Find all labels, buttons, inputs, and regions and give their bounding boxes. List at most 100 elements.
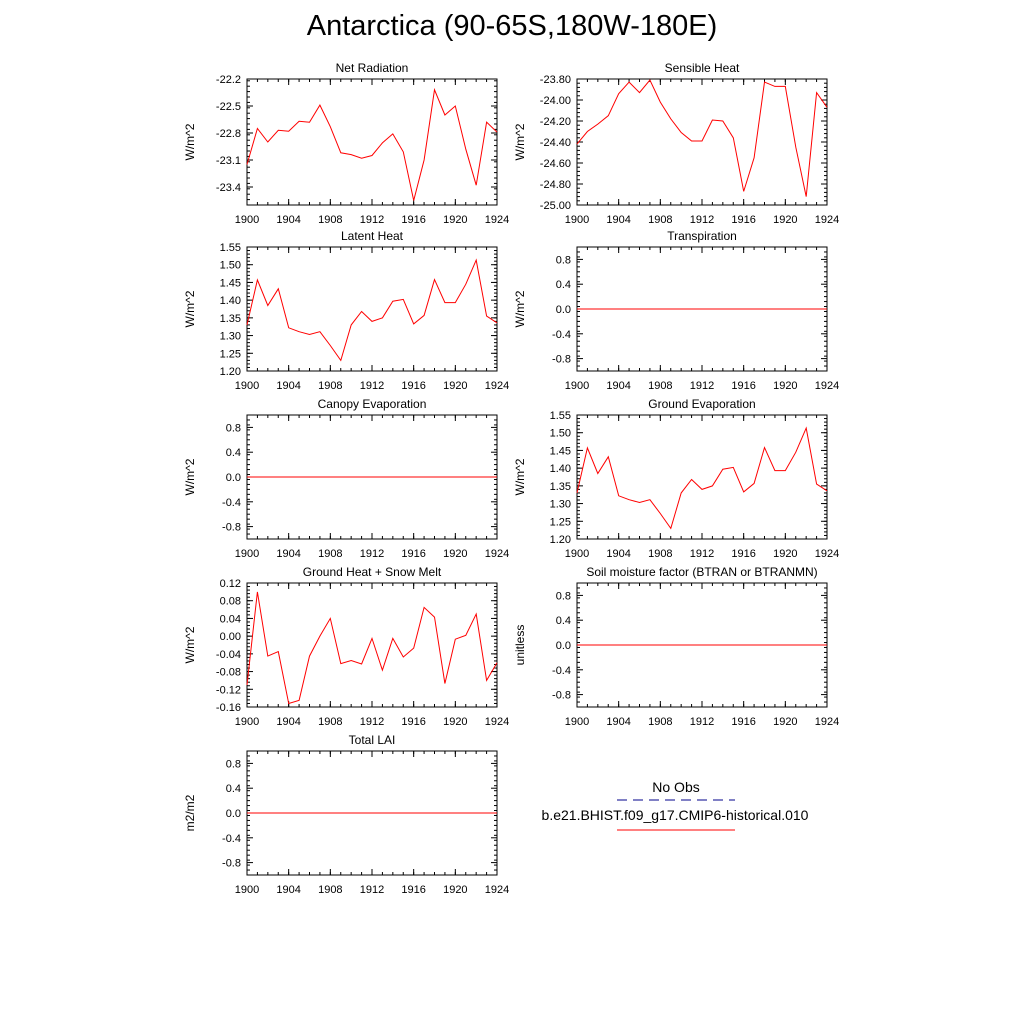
y-tick-label: 1.30 (220, 331, 241, 343)
x-tick-label: 1908 (318, 716, 342, 728)
y-tick-label: 1.40 (220, 295, 241, 307)
y-tick-label: -0.4 (552, 329, 571, 341)
legend-no-obs-label: No Obs (652, 779, 700, 795)
chart-panel: 1900 1904 1908 1912 1916 1920 1924 0.12 0.08 0.04… (183, 565, 509, 728)
y-tick-label: 0.00 (220, 631, 241, 643)
y-tick-label: 1.55 (220, 242, 241, 254)
y-tick-label: 0.12 (220, 578, 241, 590)
chart-title: Transpiration (667, 229, 737, 243)
chart-title: Latent Heat (341, 229, 404, 243)
x-tick-label: 1912 (690, 548, 714, 560)
x-tick-label: 1904 (276, 214, 300, 226)
chart-title: Soil moisture factor (BTRAN or BTRANMN) (586, 565, 817, 579)
y-tick-label: 1.20 (550, 534, 571, 546)
y-axis-label: W/m^2 (513, 458, 527, 495)
x-tick-label: 1904 (276, 548, 300, 560)
y-tick-label: 1.45 (220, 277, 241, 289)
y-tick-label: 1.35 (550, 481, 571, 493)
x-tick-label: 1924 (485, 548, 509, 560)
y-tick-label: -24.60 (540, 158, 571, 170)
y-tick-label: -23.1 (216, 155, 241, 167)
x-tick-label: 1908 (318, 548, 342, 560)
y-tick-label: -0.04 (216, 649, 241, 661)
y-tick-label: -0.12 (216, 684, 241, 696)
y-tick-label: 1.45 (550, 445, 571, 457)
y-tick-label: -0.4 (222, 497, 241, 509)
x-tick-label: 1904 (606, 716, 630, 728)
y-tick-label: 1.50 (220, 260, 241, 272)
chart-title: Net Radiation (336, 61, 409, 75)
chart-title: Ground Heat + Snow Melt (303, 565, 442, 579)
x-tick-label: 1924 (815, 380, 839, 392)
x-tick-label: 1920 (773, 716, 797, 728)
x-tick-label: 1912 (690, 214, 714, 226)
y-tick-label: 1.25 (220, 348, 241, 360)
x-tick-label: 1912 (360, 214, 384, 226)
x-tick-label: 1900 (565, 380, 589, 392)
x-tick-label: 1916 (731, 716, 755, 728)
chart-panel: 1900 1904 1908 1912 1916 1920 1924 -23.80 -24.00… (513, 61, 839, 226)
x-tick-label: 1912 (360, 884, 384, 896)
y-tick-label: -0.8 (552, 690, 571, 702)
y-tick-label: -22.2 (216, 74, 241, 86)
y-tick-label: 0.0 (226, 472, 241, 484)
x-tick-label: 1908 (318, 214, 342, 226)
y-tick-label: 1.30 (550, 499, 571, 511)
y-tick-label: -0.16 (216, 702, 241, 714)
chart-panel: 1900 1904 1908 1912 1916 1920 1924 0.8 0.4 0.0 -0.… (513, 229, 839, 392)
y-tick-label: 0.0 (556, 640, 571, 652)
chart-panel: 1900 1904 1908 1912 1916 1920 1924 1.55 1.50 1.45… (183, 229, 509, 392)
x-tick-label: 1916 (731, 380, 755, 392)
x-tick-label: 1904 (606, 548, 630, 560)
x-tick-label: 1912 (690, 380, 714, 392)
series-line (576, 426, 828, 530)
y-tick-label: -22.5 (216, 101, 241, 113)
y-tick-label: -0.4 (222, 833, 241, 845)
plot-frame (246, 78, 498, 206)
chart-panel: 1900 1904 1908 1912 1916 1920 1924 -22.2 -22.5 -2… (183, 61, 509, 226)
x-tick-label: 1924 (485, 716, 509, 728)
x-tick-label: 1924 (485, 214, 509, 226)
x-tick-label: 1908 (318, 380, 342, 392)
y-tick-label: -0.8 (222, 858, 241, 870)
x-tick-label: 1908 (648, 214, 672, 226)
y-tick-label: -22.8 (216, 128, 241, 140)
y-tick-label: 0.04 (220, 613, 241, 625)
x-tick-label: 1924 (485, 380, 509, 392)
y-tick-label: -24.40 (540, 137, 571, 149)
x-tick-label: 1900 (565, 548, 589, 560)
x-tick-label: 1920 (443, 884, 467, 896)
series-line (246, 87, 498, 201)
y-tick-label: -24.80 (540, 179, 571, 191)
x-tick-label: 1912 (360, 380, 384, 392)
y-tick-label: 0.4 (556, 279, 571, 291)
x-tick-label: 1924 (815, 214, 839, 226)
x-tick-label: 1920 (443, 716, 467, 728)
chart-panel: 1900 1904 1908 1912 1916 1920 1924 0.8 0.4 0.0 -0.… (513, 565, 839, 728)
y-tick-label: -0.4 (552, 665, 571, 677)
x-tick-label: 1900 (235, 380, 259, 392)
y-tick-label: -23.4 (216, 182, 241, 194)
y-tick-label: 1.40 (550, 463, 571, 475)
x-tick-label: 1900 (235, 548, 259, 560)
series-line (576, 79, 828, 197)
y-tick-label: 0.0 (226, 808, 241, 820)
x-tick-label: 1924 (485, 884, 509, 896)
x-tick-label: 1916 (401, 548, 425, 560)
x-tick-label: 1916 (731, 548, 755, 560)
y-axis-label: W/m^2 (183, 626, 197, 663)
chart-title: Total LAI (349, 733, 396, 747)
plot-frame (576, 414, 828, 540)
y-axis-label: W/m^2 (183, 123, 197, 160)
y-tick-label: 0.8 (556, 254, 571, 266)
plot-frame (246, 246, 498, 372)
y-tick-label: -0.8 (222, 522, 241, 534)
y-axis-label: W/m^2 (183, 290, 197, 327)
x-tick-label: 1908 (648, 380, 672, 392)
plot-frame (246, 582, 498, 708)
chart-panel: 1900 1904 1908 1912 1916 1920 1924 1.55 1.50 1.45… (513, 397, 839, 560)
y-tick-label: 0.4 (226, 783, 241, 795)
x-tick-label: 1916 (401, 214, 425, 226)
x-tick-label: 1920 (443, 380, 467, 392)
y-tick-label: 0.0 (556, 304, 571, 316)
